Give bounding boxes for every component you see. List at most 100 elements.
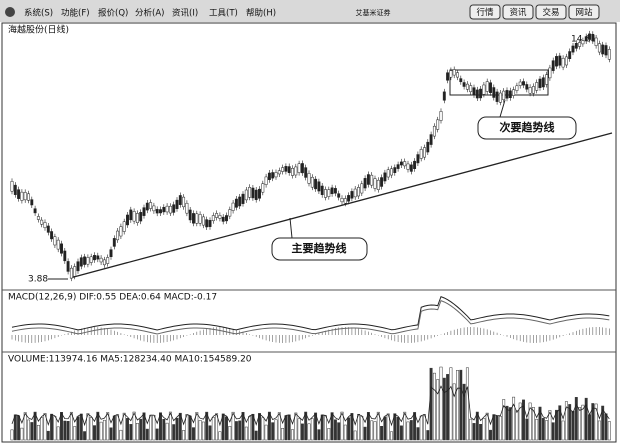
menu-item[interactable]: 资讯(I): [172, 8, 198, 19]
candle: [561, 57, 565, 68]
volume-bar: [122, 412, 126, 441]
volume-bar: [89, 417, 93, 441]
volume-bar: [201, 421, 205, 441]
candle: [83, 256, 87, 265]
toolbar-button[interactable]: [568, 4, 600, 20]
volume-bar: [218, 431, 222, 441]
candle: [155, 209, 159, 214]
volume-bar: [106, 412, 110, 441]
volume-bar: [581, 404, 585, 441]
candle: [218, 215, 222, 219]
candle: [142, 207, 146, 216]
volume-bar: [492, 414, 496, 441]
menu-item[interactable]: 功能(F): [61, 8, 90, 19]
volume-bar: [314, 412, 318, 441]
volume-bar: [360, 416, 364, 441]
candle: [195, 213, 199, 224]
toolbar-button[interactable]: [535, 4, 567, 20]
volume-bar: [63, 420, 67, 441]
volume-bar: [406, 421, 410, 441]
volume-bar: [462, 383, 466, 441]
volume-bar: [446, 374, 450, 441]
volume-bar: [281, 428, 285, 441]
candle: [518, 81, 522, 86]
candle: [551, 60, 555, 71]
candle: [357, 187, 360, 197]
candle: [248, 187, 252, 198]
volume-bar: [284, 415, 288, 441]
volume-bar: [69, 411, 73, 441]
candle: [343, 198, 347, 204]
candle: [423, 147, 426, 158]
candle: [535, 82, 539, 91]
volume-bar: [518, 402, 522, 441]
candle: [416, 154, 420, 164]
volume-bar: [390, 431, 393, 441]
candle: [475, 89, 479, 99]
menu-item[interactable]: 工具(T): [209, 9, 238, 19]
volume-bar: [324, 415, 327, 441]
candle: [327, 189, 331, 197]
menu-item[interactable]: 报价(Q): [98, 8, 128, 19]
volume-bar: [403, 411, 407, 441]
volume-bar: [175, 417, 179, 441]
high-label: 14.61: [571, 35, 597, 45]
candle: [383, 172, 387, 182]
volume-bar: [604, 413, 608, 441]
macd-line: [11, 295, 610, 331]
menu-item[interactable]: 分析(A): [135, 8, 164, 19]
menu-item[interactable]: 系统(S): [24, 8, 53, 19]
toolbar-button-label[interactable]: 资讯: [509, 7, 527, 18]
candle: [482, 84, 486, 95]
candle: [350, 191, 354, 199]
toolbar-button[interactable]: [502, 4, 534, 20]
candle: [508, 90, 512, 98]
candle: [528, 87, 532, 94]
toolbar-button-label[interactable]: 交易: [542, 7, 559, 18]
volume-bar: [182, 430, 186, 441]
secondary-annotation: 次要趋势线: [500, 120, 555, 134]
candle: [238, 196, 242, 207]
volume-bar: [211, 416, 215, 441]
candle: [396, 164, 400, 169]
candle: [300, 163, 304, 174]
volume-bar: [274, 419, 278, 441]
candle: [60, 243, 63, 254]
volume-bar: [429, 367, 433, 441]
toolbar-button-label[interactable]: 行情: [476, 7, 494, 18]
volume-bar: [333, 419, 337, 441]
volume-bar: [535, 418, 539, 441]
candle: [541, 77, 545, 88]
volume-bar: [291, 429, 294, 441]
volume-bar: [99, 421, 103, 441]
volume-bar: [601, 405, 605, 441]
candle: [386, 169, 390, 178]
callout: [477, 116, 577, 140]
candle: [23, 192, 27, 201]
candle: [13, 184, 17, 195]
toolbar-button[interactable]: [469, 4, 501, 20]
volume-bar: [508, 407, 512, 441]
volume-bar: [416, 427, 420, 441]
candle: [502, 90, 506, 100]
candle: [79, 257, 83, 267]
volume-bar: [340, 411, 344, 441]
candle: [588, 33, 591, 40]
volume-bar: [159, 412, 162, 441]
volume-bar: [310, 418, 314, 441]
brand: 艾基米证券: [356, 8, 391, 17]
toolbar-button-label[interactable]: 网站: [575, 7, 593, 18]
candle: [456, 72, 459, 78]
candle: [46, 225, 50, 233]
chart-title: 海越股份(日线): [8, 24, 69, 36]
candle: [307, 173, 311, 184]
macd-line: [11, 299, 610, 335]
app-icon: [5, 7, 15, 17]
menu-item[interactable]: 帮助(H): [246, 8, 276, 19]
candle: [574, 42, 578, 49]
volume-bar: [594, 403, 598, 441]
volume-bar: [109, 427, 113, 441]
candle: [86, 257, 90, 265]
volume-bar: [102, 419, 106, 441]
volume-bar: [83, 431, 87, 441]
